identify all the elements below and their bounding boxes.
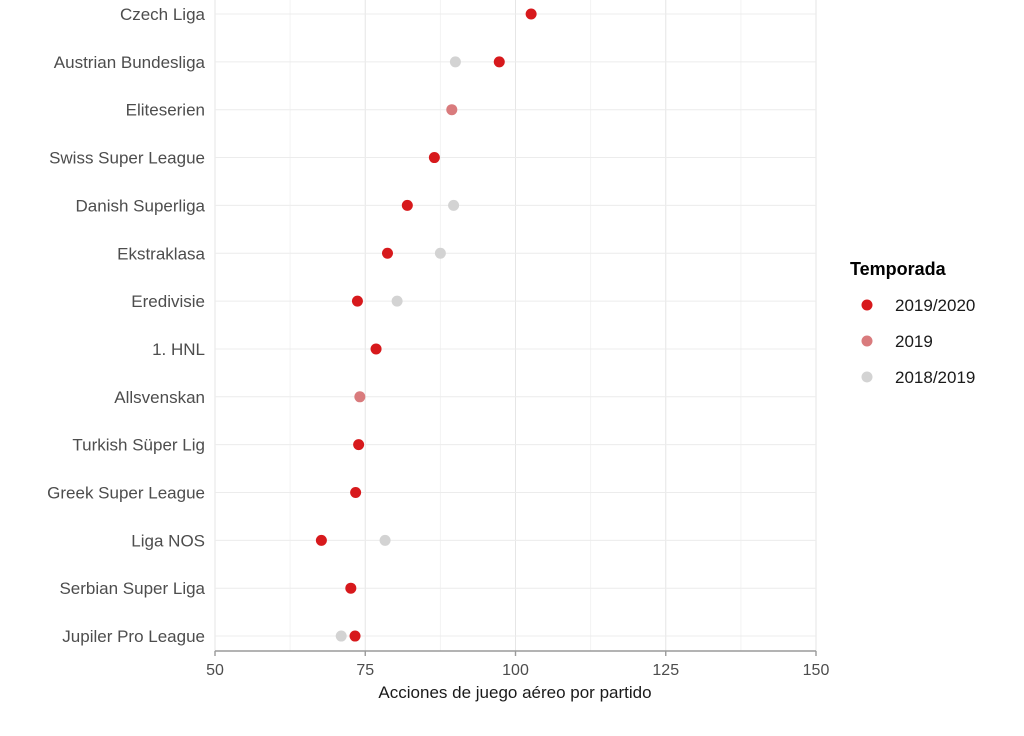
x-tick-label: 125 [652,662,679,679]
legend-title: Temporada [850,259,947,279]
data-point [449,56,461,68]
data-point [354,391,366,403]
category-label: Czech Liga [120,5,206,24]
x-tick-label: 150 [803,662,830,679]
data-point [446,104,458,116]
data-point [381,247,393,259]
category-label: 1. HNL [152,340,205,359]
legend-key [861,371,873,383]
data-point [493,56,505,68]
data-point [351,295,363,307]
legend-key [861,335,873,347]
x-axis: 50 75 100 125 150 [206,650,830,679]
category-label: Ekstraklasa [117,244,205,263]
data-point [428,152,440,164]
category-label: Eliteserien [126,101,205,120]
data-point [335,630,347,642]
data-point [401,199,413,211]
data-point [345,582,357,594]
data-point [350,487,362,498]
category-label: Turkish Süper Lig [72,436,205,455]
x-tick-label: 100 [502,662,529,679]
data-point [349,630,361,642]
data-point [525,8,537,20]
category-label: Austrian Bundesliga [54,53,206,72]
legend: Temporada 2019/2020 2019 2018/2019 [850,259,975,387]
category-labels: Czech Liga Austrian Bundesliga Eliteserien… [47,5,205,646]
legend-label: 2019/2020 [895,296,975,315]
x-tick-label: 75 [356,662,374,679]
category-label: Greek Super League [47,484,205,503]
category-label: Serbian Super Liga [59,579,205,598]
data-point [370,343,382,355]
data-point [434,247,446,259]
data-point [379,534,391,546]
x-tick-label: 50 [206,662,224,679]
data-point [391,295,403,307]
category-label: Eredivisie [131,292,205,311]
category-label: Liga NOS [131,531,205,550]
legend-label: 2019 [895,332,933,351]
data-points [315,8,537,642]
category-label: Allsvenskan [114,388,205,407]
legend-key [861,299,873,311]
data-point [448,199,460,211]
data-point [353,439,365,451]
category-label: Danish Superliga [76,196,206,215]
legend-label: 2018/2019 [895,368,975,387]
grid-lines [214,0,817,651]
category-label: Jupiler Pro League [62,627,205,646]
data-point [315,534,327,546]
category-label: Swiss Super League [49,149,205,168]
x-axis-title: Acciones de juego aéreo por partido [378,683,651,702]
